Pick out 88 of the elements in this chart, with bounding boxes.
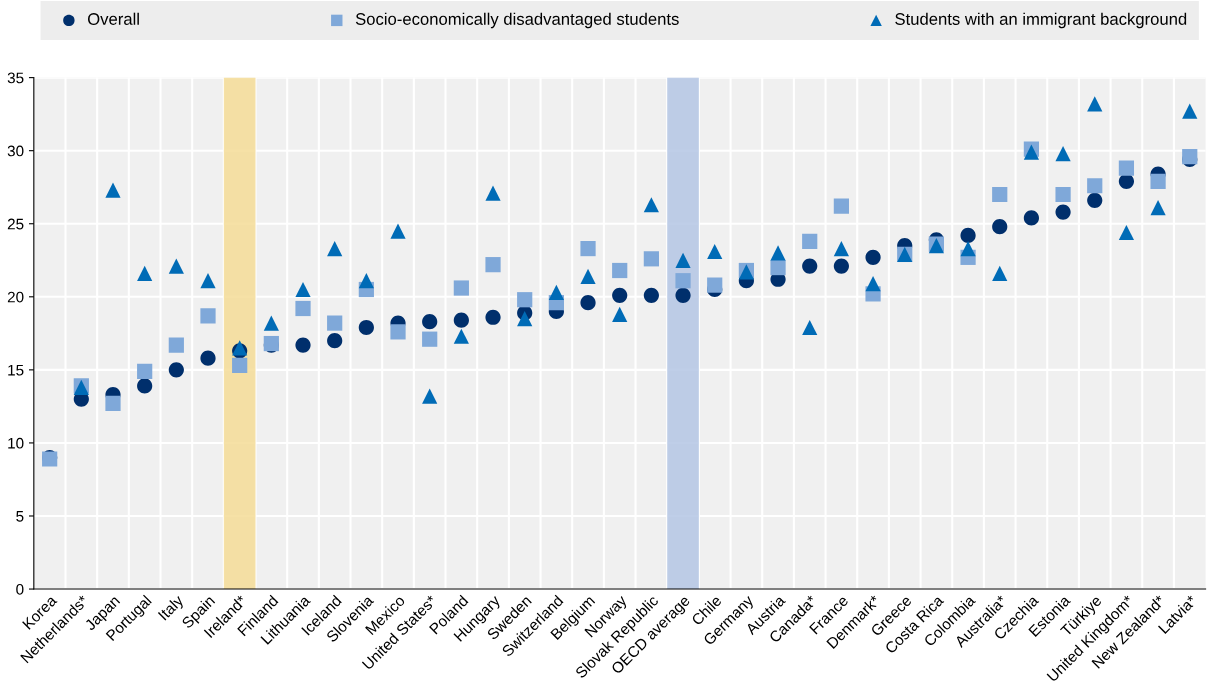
point [833,240,849,257]
point [390,223,406,239]
point [580,295,596,311]
point [1118,160,1135,176]
point [105,395,121,412]
point [453,328,469,344]
y-tick-label: 10 [8,437,24,449]
point [200,350,216,366]
legend-label: Overall [88,12,139,25]
point [707,277,723,293]
point [802,258,818,274]
point [865,276,881,292]
point [327,333,343,349]
point [105,182,121,198]
point [675,273,691,289]
point [643,251,659,267]
legend-label: Students with an immigrant background [895,12,1187,29]
point [453,280,469,296]
point [643,197,659,213]
point [422,331,438,347]
point [263,315,279,331]
point [422,314,438,330]
point [358,273,374,289]
point [580,268,596,284]
point [517,311,533,327]
point [422,388,438,404]
point [295,281,311,298]
point [168,258,184,274]
point [675,252,691,268]
point [1150,173,1166,189]
point [960,227,976,244]
point [390,324,406,340]
point [485,309,501,325]
point [295,337,311,353]
point [802,319,818,336]
point [168,362,184,378]
point [485,185,501,201]
point [295,300,311,317]
point [612,262,628,279]
point [833,258,849,274]
point [770,245,786,261]
y-tick-label: 35 [7,72,24,84]
point [1087,178,1103,194]
point [960,240,976,257]
point [232,357,248,374]
y-tick-label: 0 [16,583,24,595]
point [1182,103,1198,119]
point [1150,200,1166,216]
point [327,240,343,257]
point [548,284,564,301]
point [992,186,1008,203]
point [327,315,343,331]
point [643,287,659,303]
y-tick-label: 15 [8,364,24,376]
point [707,243,723,260]
y-tick-label: 5 [16,511,24,522]
point [137,378,153,394]
point [453,312,469,328]
point [137,363,153,379]
point [517,292,533,308]
point [612,306,628,322]
point [612,287,628,303]
point [992,265,1008,282]
point [675,287,691,303]
point [580,240,596,257]
point [137,265,153,282]
point [1118,224,1135,241]
y-tick-label: 30 [7,145,24,157]
y-tick-label: 25 [7,218,24,230]
point [1023,210,1040,226]
point [485,257,501,273]
point [358,319,374,336]
point [770,259,786,276]
point [865,249,881,265]
point [1118,173,1135,189]
point [1055,145,1071,162]
point [833,198,849,214]
point [992,219,1008,235]
point [200,308,216,324]
point [1087,192,1103,208]
point [802,233,818,249]
point [1087,96,1103,112]
y-tick-label: 20 [7,291,24,303]
point [168,337,184,353]
point [1055,204,1071,220]
point [200,273,216,289]
point [1055,186,1071,203]
legend-label: Socio-economically disadvantaged students [355,12,679,29]
